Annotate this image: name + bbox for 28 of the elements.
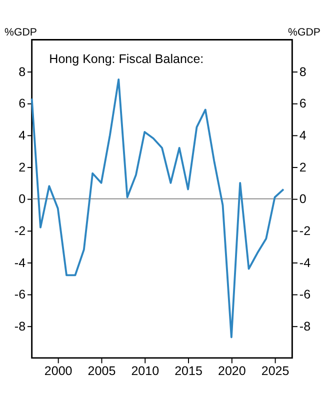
y2-tick-label: -2 xyxy=(299,224,311,238)
y-tick-label: 8 xyxy=(18,64,26,79)
y-tick-label: -6 xyxy=(14,288,26,302)
y2-tick-label: -8 xyxy=(299,319,311,334)
y2-tick-label: -6 xyxy=(299,288,311,302)
x-tick-label: 2020 xyxy=(218,364,246,378)
x-tick-label: 2025 xyxy=(261,364,290,378)
x-tick-label: 2005 xyxy=(88,364,116,378)
y-tick-label: -2 xyxy=(14,224,26,238)
y2-axis-title: %GDP xyxy=(288,26,320,38)
y-axis-title: %GDP xyxy=(4,26,37,38)
line-series xyxy=(30,78,284,338)
y-tick-label: 6 xyxy=(18,96,26,111)
y-tick-label: 4 xyxy=(18,128,26,143)
y2-tick-label: 6 xyxy=(299,96,306,111)
y2-tick-label: 4 xyxy=(299,128,306,143)
y2-tick-label: 0 xyxy=(299,192,306,206)
y-tick-label: 0 xyxy=(18,192,26,206)
y2-tick-label: 8 xyxy=(299,64,306,79)
x-tick-label: 2015 xyxy=(174,364,202,378)
x-tick-label: 2000 xyxy=(44,364,72,378)
x-tick-label: 2010 xyxy=(131,364,160,378)
y-tick-label: 2 xyxy=(18,160,26,174)
text: Hong Kong: Fiscal Balance: xyxy=(49,52,204,66)
y-tick-label: -4 xyxy=(14,256,26,270)
y2-tick-label: 2 xyxy=(299,160,306,174)
y2-tick-label: -4 xyxy=(299,256,311,270)
y-tick-label: -8 xyxy=(14,319,26,334)
